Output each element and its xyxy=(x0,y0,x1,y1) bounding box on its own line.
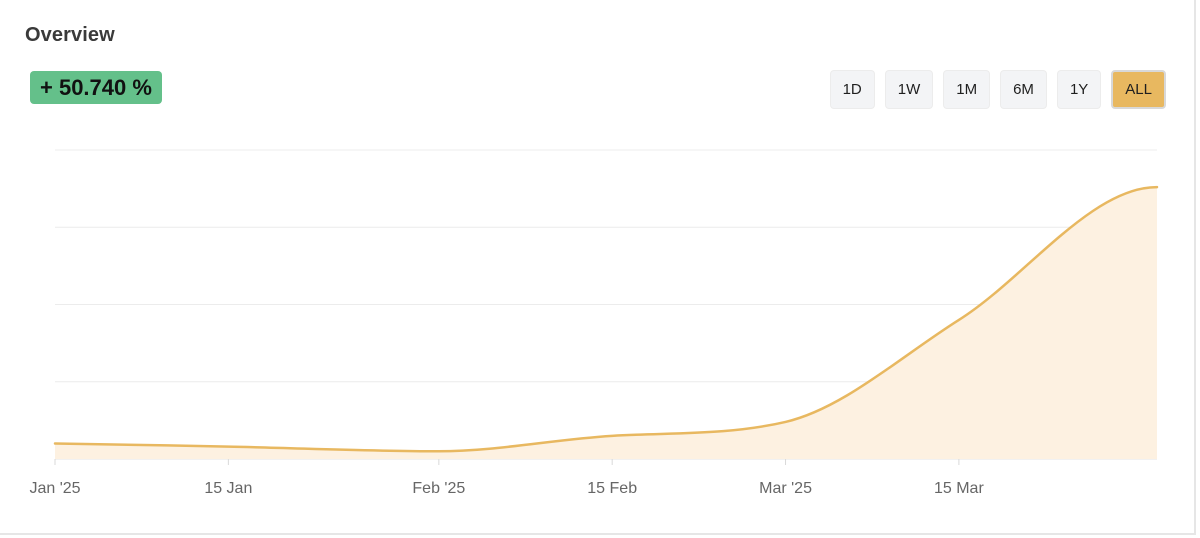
range-button-1d[interactable]: 1D xyxy=(829,70,875,109)
x-tick-label: 15 Feb xyxy=(587,480,637,497)
change-badge: + 50.740 % xyxy=(30,71,162,104)
range-button-1w[interactable]: 1W xyxy=(884,70,934,109)
range-selector: 1D 1W 1M 6M 1Y ALL xyxy=(829,70,1166,109)
card-title: Overview xyxy=(25,24,115,46)
range-button-all[interactable]: ALL xyxy=(1111,70,1166,109)
x-tick-label: Mar '25 xyxy=(759,480,812,497)
x-tick-label: Jan '25 xyxy=(29,480,80,497)
x-tick-label: Feb '25 xyxy=(412,480,465,497)
series-line xyxy=(53,185,1159,453)
range-button-1y[interactable]: 1Y xyxy=(1056,70,1102,109)
series-area xyxy=(55,187,1157,459)
range-button-1m[interactable]: 1M xyxy=(943,70,991,109)
range-button-6m[interactable]: 6M xyxy=(1000,70,1047,109)
x-tick-label: 15 Mar xyxy=(934,480,984,497)
x-tick-label: 15 Jan xyxy=(204,480,252,497)
